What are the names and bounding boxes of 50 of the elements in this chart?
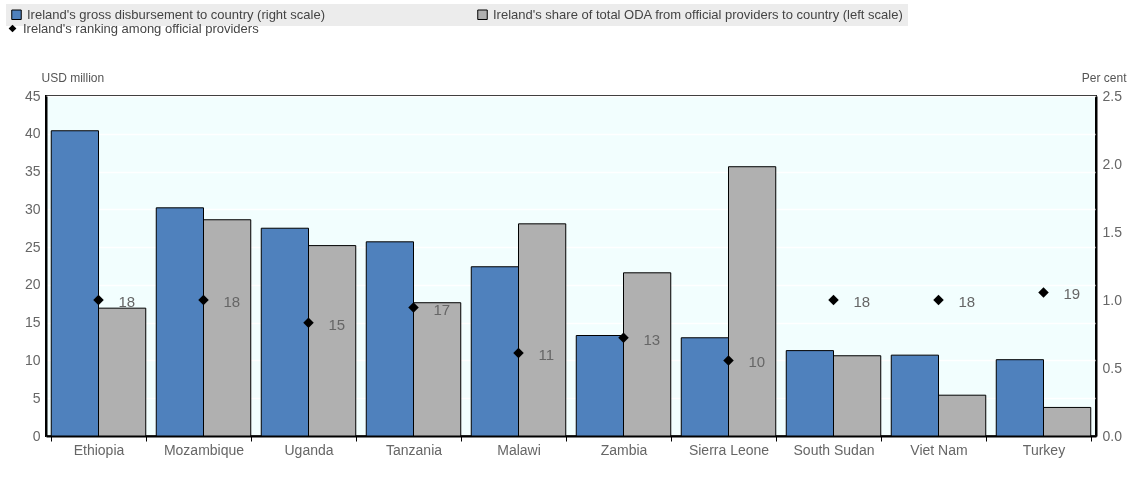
point [198,294,209,306]
legend-label: Ireland's share of total ODA from official providers to country (left scale) [493,6,903,22]
data-label: 17 [433,300,451,318]
data-label: 18 [958,293,976,310]
y2-tick-label: 0.0 [1102,427,1123,444]
x-tick-label: Viet Nam [910,441,968,458]
x-tick-label: Uganda [284,441,334,458]
y2-axis-title: Per cent [1081,70,1128,85]
point [828,294,839,306]
y-tick-label: 10 [24,351,41,368]
point [303,317,314,328]
point [933,294,944,306]
y-tick-label: 40 [24,125,41,142]
data-label: 19 [1063,285,1081,303]
y2-tick-label: 1.5 [1102,223,1123,240]
y-tick-label: 0 [32,427,41,444]
y-tick-label: 30 [24,200,41,217]
x-tick-label: South Sudan [793,441,875,458]
y2-tick-label: 2.5 [1102,87,1123,104]
point [618,332,629,344]
point [1038,287,1049,298]
data-label: 18 [118,293,136,310]
y2-tick-label: 1.0 [1102,291,1123,308]
x-tick-label: Tanzania [385,441,443,458]
y-tick-label: 25 [24,238,41,255]
x-tick-label: Turkey [1022,441,1066,458]
data-label: 11 [538,345,555,363]
y-axis-title: USD million [41,70,105,85]
y-tick-label: 20 [24,276,41,293]
y-tick-label: 35 [24,163,41,180]
x-tick-label: Malawi [497,441,541,458]
data-label: 13 [643,330,661,348]
y-tick-label: 15 [24,314,41,331]
point [93,294,104,306]
x-tick-label: Zambia [600,441,648,458]
point [408,302,419,313]
data-label: 10 [748,353,766,371]
x-tick-label: Sierra Leone [688,441,770,458]
data-label: 18 [223,293,241,310]
y-tick-label: 45 [24,87,41,104]
x-tick-label: Mozambique [163,441,245,458]
y2-tick-label: 2.0 [1102,155,1123,172]
legend-label: Ireland's gross disbursement to country (right scale) [27,6,325,22]
data-label: 18 [853,293,871,310]
point [723,355,734,366]
data-label: 15 [328,315,346,333]
point [513,347,524,359]
y2-tick-label: 0.5 [1102,359,1123,376]
y-tick-label: 5 [32,389,41,406]
x-tick-label: Ethiopia [73,441,125,458]
